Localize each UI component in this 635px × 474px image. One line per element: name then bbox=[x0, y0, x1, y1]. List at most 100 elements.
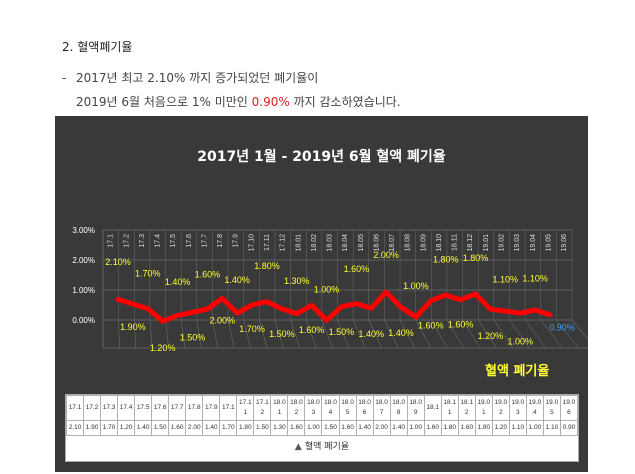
point-label: 2.10% bbox=[105, 257, 131, 267]
floor-line bbox=[524, 319, 547, 349]
point-label: 1.60% bbox=[299, 325, 325, 335]
y-tick-label: 1.00% bbox=[72, 286, 95, 295]
floor-line bbox=[368, 319, 383, 349]
table-value-cell: 2.10 bbox=[65, 420, 85, 436]
table-value-cell: 1.70 bbox=[219, 420, 238, 436]
legend-triangle-icon: ▲ bbox=[294, 442, 302, 452]
table-header-cell: 18.0 7 bbox=[372, 395, 391, 421]
point-label: 2.00% bbox=[373, 250, 399, 260]
bullet-dash: - bbox=[62, 71, 67, 85]
table-header-cell: 18.0 8 bbox=[389, 395, 408, 421]
table-header-cell: 18.0 9 bbox=[406, 395, 425, 421]
point-label: 2.00% bbox=[210, 315, 236, 325]
summary-highlight-value: 0.90% bbox=[251, 95, 290, 109]
point-label: 1.60% bbox=[418, 320, 444, 330]
summary-line-2: 2019년 6월 처음으로 1% 미만인 0.90% 까지 감소하였습니다. bbox=[76, 90, 401, 114]
category-label: 18.06 bbox=[373, 234, 380, 252]
category-label: 18.07 bbox=[389, 234, 396, 252]
point-label: 1.20% bbox=[150, 343, 176, 353]
floor-line bbox=[571, 319, 588, 340]
y-tick-label: 3.00% bbox=[72, 226, 95, 235]
category-label: 17.3 bbox=[139, 234, 146, 248]
table-header-cell: 18.0 4 bbox=[321, 395, 340, 421]
table-header-cell: 18.0 2 bbox=[287, 395, 306, 421]
table-header-cell: 18.1 2 bbox=[457, 395, 476, 421]
table-value-cell: 1.00 bbox=[525, 420, 544, 436]
table-header-cell: 17.1 bbox=[65, 395, 85, 421]
table-value-cell: 1.80 bbox=[474, 420, 493, 436]
table-value-cell: 2.00 bbox=[372, 420, 391, 436]
table-value-cell: 1.30 bbox=[270, 420, 289, 436]
category-label: 19.02 bbox=[498, 234, 505, 252]
floor-line bbox=[462, 319, 481, 349]
table-value-cell: 1.10 bbox=[542, 420, 561, 436]
data-table-value-row: 2.10 1.90 1.70 1.20 1.40 1.50 1.60 2.00 1.40 1.70… bbox=[65, 420, 579, 436]
point-label: 1.40% bbox=[358, 329, 384, 339]
floor-line bbox=[133, 319, 137, 349]
category-label: 17.6 bbox=[186, 234, 193, 248]
point-label: 1.60% bbox=[344, 264, 370, 274]
table-value-cell: 1.80 bbox=[440, 420, 459, 436]
floor-line bbox=[305, 319, 317, 349]
table-header-cell: 19.0 3 bbox=[508, 395, 527, 421]
table-header-cell: 17.1 1 bbox=[236, 395, 255, 421]
floor-line bbox=[165, 319, 169, 349]
point-label: 1.20% bbox=[478, 331, 504, 341]
data-table: 17.1 17.2 17.3 17.4 17.5 17.6 17.7 17.8 17.9 17.1… bbox=[65, 394, 579, 462]
category-label: 17.2 bbox=[123, 234, 130, 248]
chart-panel: 3.00% 2.00% 1.00% 0.00% 17.1 17.2 17.3 17.4 17.5… bbox=[55, 116, 588, 472]
category-label: 19.04 bbox=[530, 234, 537, 252]
floor-line bbox=[477, 319, 497, 349]
point-label: 1.00% bbox=[507, 336, 533, 346]
point-label: 1.80% bbox=[254, 261, 280, 271]
table-header-cell: 19.0 5 bbox=[542, 395, 561, 421]
table-header-cell: 19.0 6 bbox=[559, 395, 579, 421]
summary-line-2-before: 2019년 6월 처음으로 1% 미만인 bbox=[76, 95, 252, 109]
category-label: 18.11 bbox=[452, 234, 459, 251]
category-label: 18.08 bbox=[405, 234, 412, 252]
table-value-cell: 1.20 bbox=[491, 420, 510, 436]
table-value-cell: 1.80 bbox=[236, 420, 255, 436]
summary-line-1: 2017년 최고 2.10% 까지 증가되었던 폐기율이 bbox=[76, 71, 319, 85]
point-label: 1.00% bbox=[403, 281, 429, 291]
category-label: 17.9 bbox=[233, 234, 240, 248]
category-label: 19.06 bbox=[561, 234, 568, 252]
category-label: 19.03 bbox=[514, 234, 521, 252]
point-label: 1.10% bbox=[522, 273, 548, 283]
series-legend-label: 혈액 폐기율 bbox=[485, 364, 550, 379]
floor-line bbox=[540, 319, 563, 349]
table-header-cell: 19.0 2 bbox=[491, 395, 510, 421]
point-label: 1.50% bbox=[329, 327, 355, 337]
table-value-cell: 1.40 bbox=[389, 420, 408, 436]
floor-line bbox=[493, 319, 514, 349]
category-label: 17.4 bbox=[155, 234, 162, 248]
floor-line bbox=[321, 319, 333, 349]
point-label: 1.70% bbox=[135, 269, 161, 279]
floor-line bbox=[180, 319, 186, 349]
y-tick-label: 0.00% bbox=[72, 316, 95, 325]
floor-line bbox=[337, 319, 350, 349]
point-label: 1.80% bbox=[433, 254, 459, 264]
category-label: 17.1 bbox=[108, 234, 115, 248]
floor-line bbox=[290, 319, 301, 349]
table-value-cell: 1.40 bbox=[134, 420, 153, 436]
table-value-cell: 1.60 bbox=[423, 420, 442, 436]
section-heading: 2. 혈액폐기율 bbox=[62, 40, 133, 54]
table-header-cell: 17.4 bbox=[117, 395, 136, 421]
floor-line bbox=[556, 319, 579, 349]
table-header-cell: 17.2 bbox=[83, 395, 102, 421]
floor-line bbox=[227, 319, 235, 349]
table-value-cell: 1.60 bbox=[338, 420, 357, 436]
category-label: 17.7 bbox=[201, 234, 208, 248]
floor-line bbox=[446, 319, 465, 349]
table-value-cell: 1.60 bbox=[287, 420, 306, 436]
point-label: 1.60% bbox=[195, 270, 221, 280]
point-label: 1.60% bbox=[448, 319, 474, 329]
table-header-cell: 17.5 bbox=[134, 395, 153, 421]
category-label: 17.8 bbox=[217, 234, 224, 248]
table-header-cell: 18.0 6 bbox=[355, 395, 374, 421]
category-label: 18.05 bbox=[358, 234, 365, 252]
table-value-cell: 1.90 bbox=[83, 420, 102, 436]
category-label: 17.12 bbox=[280, 234, 287, 252]
point-label: 1.50% bbox=[180, 332, 206, 342]
